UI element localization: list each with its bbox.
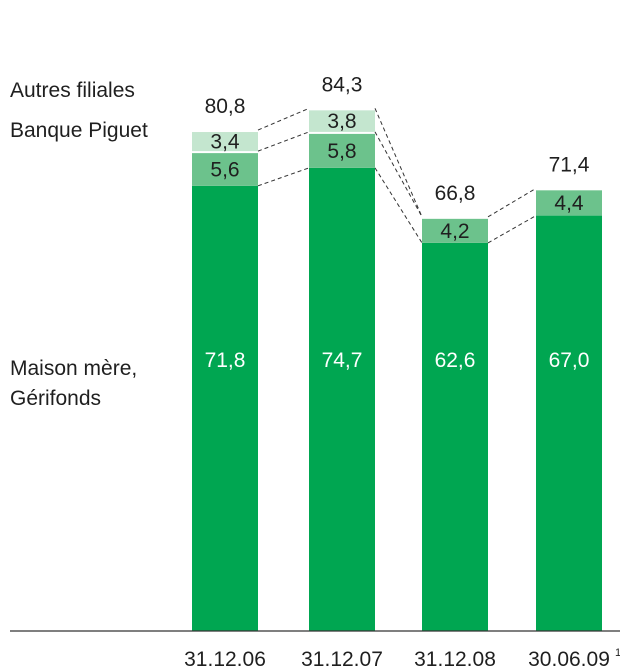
x-tick-label: 31.12.07 [301, 648, 383, 671]
segment-label: 3,8 [327, 110, 356, 133]
connector-line [487, 187, 537, 218]
x-tick-footnote: 1) [615, 647, 620, 659]
segment-label: 5,6 [210, 158, 239, 181]
x-tick-label: 30.06.09 [528, 648, 610, 671]
segment-label: 4,2 [440, 220, 469, 243]
connector-line [374, 131, 423, 218]
connector-line [257, 107, 310, 131]
segment-label: 71,8 [205, 349, 246, 372]
bar-segment [422, 218, 488, 243]
segment-label: 62,6 [435, 349, 476, 372]
legend-label: Maison mère, [10, 357, 137, 380]
bar-segment [536, 215, 602, 631]
total-label: 66,8 [435, 182, 476, 205]
labels-group: 71,8 5,6 3,4 80,8 74,7 5,8 3,8 84,3 62,6 4,2 66,8 6… [205, 73, 590, 372]
bar-segment [192, 153, 258, 186]
bar-segment [536, 190, 602, 216]
segment-label: 67,0 [549, 349, 590, 372]
bar-segment [192, 132, 258, 152]
bar-segment [309, 110, 375, 132]
connector-line [487, 215, 537, 244]
connector-line [374, 167, 423, 244]
bars-group [192, 110, 602, 632]
connector-line [257, 131, 310, 152]
bar-segment [422, 242, 488, 631]
x-tick-label: 31.12.08 [414, 648, 496, 671]
segment-label: 3,4 [210, 131, 240, 154]
total-label: 80,8 [205, 95, 246, 118]
segment-label: 74,7 [322, 349, 363, 372]
x-tick-label: 31.12.06 [184, 648, 266, 671]
legend-label: Banque Piguet [10, 119, 148, 142]
total-label: 84,3 [322, 73, 363, 96]
legend: Autres filiales Banque Piguet Maison mère,… [10, 79, 148, 410]
segment-label: 4,4 [554, 192, 584, 215]
bar-segment [192, 185, 258, 631]
total-label: 71,4 [549, 153, 590, 176]
legend-label: Autres filiales [10, 79, 135, 102]
connector-line [257, 167, 310, 187]
segment-label: 5,8 [327, 140, 356, 163]
connector-line [374, 108, 423, 218]
bar-segment [309, 167, 375, 632]
bar-segment [309, 133, 375, 168]
legend-label: Gérifonds [10, 387, 101, 410]
connector-lines [257, 107, 537, 244]
x-axis-ticks: 31.12.06 31.12.07 31.12.08 30.06.09 1) [184, 647, 620, 671]
